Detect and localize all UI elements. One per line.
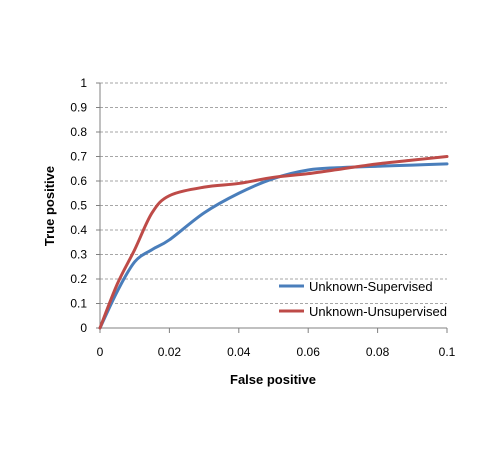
y-tick-label: 0.4 [70, 223, 87, 237]
y-tick-label: 0.5 [70, 199, 87, 213]
y-tick-label: 0.2 [70, 272, 87, 286]
x-tick-label: 0.02 [158, 345, 182, 359]
x-tick-label: 0.04 [227, 345, 251, 359]
series-line-unknown-unsupervised [98, 155, 449, 330]
x-tick-label: 0.1 [439, 345, 456, 359]
y-axis-title: True positive [42, 166, 57, 246]
x-tick-label: 0.06 [297, 345, 321, 359]
y-tick-label: 0.6 [70, 174, 87, 188]
legend: Unknown-Supervised Unknown-Unsupervised [279, 279, 447, 319]
y-tick-label: 0.3 [70, 248, 87, 262]
y-tick-label: 0.8 [70, 125, 87, 139]
y-tick-label: 0 [80, 321, 87, 335]
x-axis: 0 0.02 0.04 0.06 0.08 0.1 [97, 327, 456, 359]
x-tick-label: 0 [97, 345, 104, 359]
legend-label: Unknown-Unsupervised [309, 304, 447, 319]
y-axis: 0 0.1 0.2 0.3 0.4 0.5 0.6 0.7 0.8 0.9 1 [70, 76, 101, 335]
y-tick-label: 0.9 [70, 101, 87, 115]
y-tick-label: 0.7 [70, 150, 87, 164]
grid-lines [100, 82, 447, 304]
y-tick-label: 0.1 [70, 297, 87, 311]
x-axis-title: False positive [230, 372, 316, 387]
y-tick-label: 1 [80, 76, 87, 90]
x-tick-label: 0.08 [366, 345, 390, 359]
legend-label: Unknown-Supervised [309, 279, 433, 294]
series-lines [98, 155, 449, 330]
series-line-unknown-supervised [98, 162, 449, 330]
